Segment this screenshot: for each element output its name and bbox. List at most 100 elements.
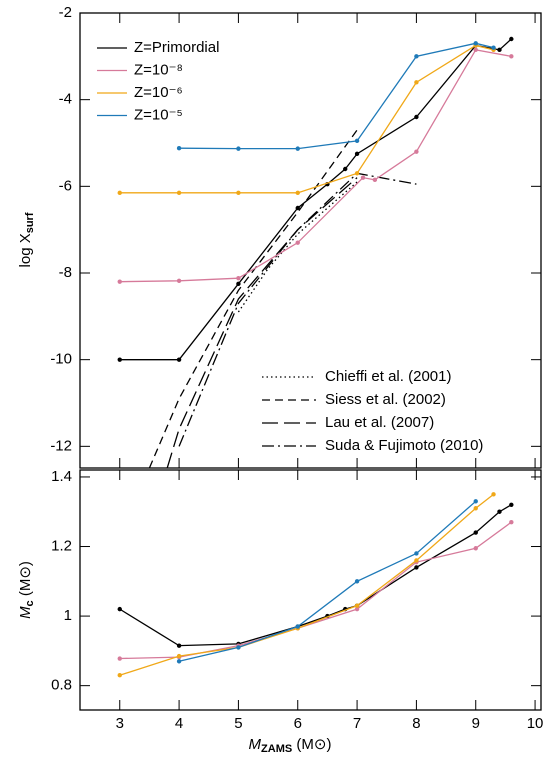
y-axis-label-sub: surf — [24, 212, 36, 233]
series-line — [119, 504, 512, 647]
x-axis-label-sub: ZAMS — [261, 743, 292, 755]
series-line — [178, 172, 417, 447]
series-line — [119, 493, 494, 676]
point — [473, 530, 478, 535]
y-tick-label: -8 — [59, 264, 72, 281]
point — [473, 546, 478, 551]
x-axis-label: MZAMS (M⊙) — [249, 736, 332, 755]
point — [117, 190, 122, 196]
legend-label: Suda & Fujimoto (2010) — [325, 437, 483, 454]
point — [236, 276, 241, 281]
series-line — [178, 500, 477, 662]
frame — [79, 12, 542, 469]
point — [176, 190, 182, 196]
point — [509, 502, 514, 507]
point — [491, 45, 496, 50]
series-line — [179, 42, 494, 150]
point — [473, 47, 478, 53]
point — [414, 565, 419, 570]
x-tick-label: 5 — [234, 715, 242, 732]
point — [473, 41, 478, 46]
y-tick-label: -4 — [59, 91, 72, 108]
y-axis-label-sub: c — [24, 600, 36, 606]
point — [473, 499, 478, 504]
point — [354, 579, 360, 584]
point — [117, 606, 122, 612]
point — [117, 357, 122, 362]
point — [414, 54, 419, 59]
x-tick-label: 8 — [412, 715, 420, 732]
point — [295, 624, 300, 629]
point — [509, 36, 514, 42]
point — [354, 138, 360, 144]
x-tick-label: 10 — [527, 715, 544, 732]
point — [176, 357, 182, 362]
point — [414, 149, 419, 154]
y-axis-label-main: M — [17, 606, 34, 619]
point — [414, 114, 419, 120]
point — [354, 171, 360, 176]
legend-label: Chieffi et al. (2001) — [325, 368, 451, 385]
legend-label: Lau et al. (2007) — [325, 414, 434, 431]
x-tick-label: 9 — [472, 715, 480, 732]
point — [354, 151, 360, 157]
point — [176, 653, 182, 659]
series-line — [119, 44, 494, 194]
point — [343, 166, 348, 172]
point — [414, 551, 419, 556]
point — [117, 673, 122, 678]
point — [176, 146, 182, 151]
y-tick-label: 0.8 — [51, 677, 72, 694]
y-axis-label-unit: (M⊙) — [17, 561, 34, 600]
y-tick-label: 1.2 — [51, 537, 72, 554]
series-line — [166, 177, 358, 468]
point — [491, 492, 496, 497]
series-line — [148, 129, 358, 468]
point — [236, 146, 241, 151]
point — [354, 606, 360, 612]
legend-label: Z=10⁻⁵ — [134, 106, 183, 123]
y-tick-label: -10 — [50, 351, 72, 368]
point — [176, 659, 182, 664]
point — [295, 190, 300, 196]
point — [509, 54, 514, 59]
point — [117, 279, 122, 284]
point — [354, 603, 360, 608]
point — [236, 645, 241, 650]
point — [176, 278, 182, 283]
point — [176, 643, 182, 648]
x-tick-label: 3 — [116, 715, 124, 732]
x-axis-label-unit: (M⊙) — [292, 736, 331, 753]
point — [414, 558, 419, 563]
point — [295, 146, 300, 151]
point — [236, 281, 241, 287]
legend-label: Siess et al. (2002) — [325, 391, 446, 408]
legend-label: Z=10⁻⁶ — [134, 84, 183, 101]
frame — [79, 469, 542, 711]
point — [372, 177, 378, 183]
x-tick-label: 7 — [353, 715, 361, 732]
point — [360, 175, 366, 180]
point — [295, 240, 300, 245]
y-tick-label: -12 — [50, 437, 72, 454]
y-tick-label: -6 — [59, 177, 72, 194]
y-axis-label-main: log X — [17, 233, 34, 267]
legend-label: Z=10⁻⁸ — [134, 61, 183, 78]
x-tick-label: 4 — [175, 715, 183, 732]
x-axis-label-main: M — [249, 736, 262, 753]
series-line — [119, 521, 512, 660]
y-tick-label: -2 — [59, 4, 72, 21]
point — [497, 509, 502, 514]
y-tick-label: 1 — [64, 607, 72, 624]
point — [509, 519, 514, 525]
y-tick-label: 1.4 — [51, 468, 72, 485]
point — [295, 205, 300, 211]
y-axis-label: Mc (M⊙) — [17, 561, 36, 619]
y-axis-label: log Xsurf — [17, 212, 36, 267]
point — [473, 506, 478, 511]
point — [236, 190, 241, 196]
x-tick-label: 6 — [294, 715, 302, 732]
point — [497, 47, 502, 53]
legend-label: Z=Primordial — [134, 39, 219, 56]
